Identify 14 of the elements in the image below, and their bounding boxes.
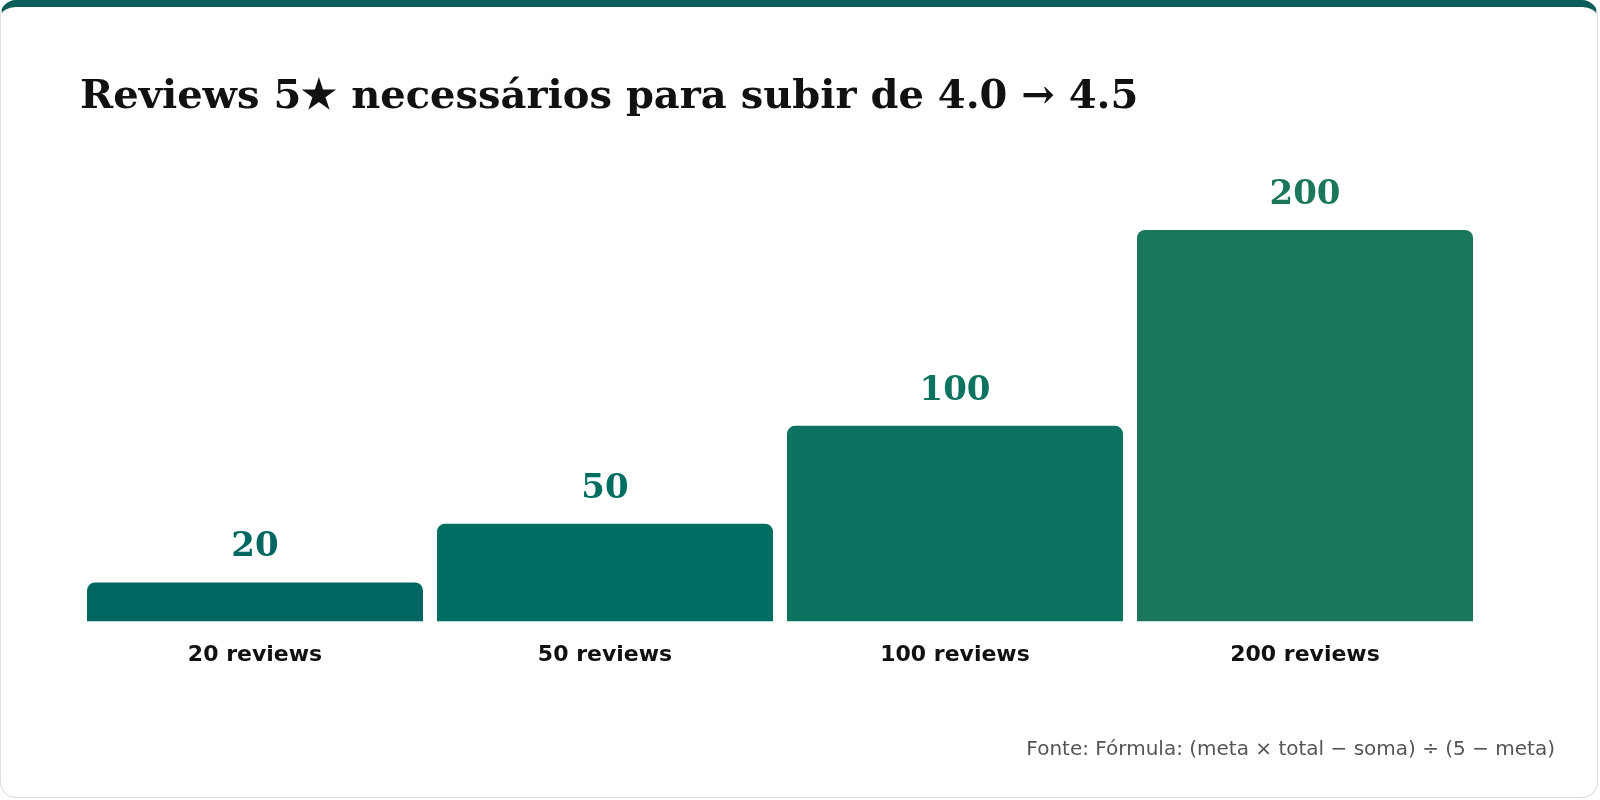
x-tick-label: 20 reviews (187, 640, 323, 666)
bar (787, 425, 1123, 622)
bar (437, 523, 773, 622)
x-tick-label: 50 reviews (537, 640, 673, 666)
data-label: 200 (1269, 171, 1341, 212)
data-label: 50 (581, 465, 629, 506)
source-note: Fonte: Fórmula: (meta × total − soma) ÷ (5 − meta) (1026, 736, 1555, 760)
data-label: 20 (231, 524, 279, 565)
x-tick-label: 200 reviews (1230, 640, 1380, 666)
chart-title: Reviews 5★ necessários para subir de 4.0 → 4.5 (80, 70, 1139, 117)
bar (1137, 230, 1473, 622)
data-label: 100 (919, 367, 991, 408)
bar (87, 582, 423, 622)
x-tick-label: 100 reviews (880, 640, 1030, 666)
